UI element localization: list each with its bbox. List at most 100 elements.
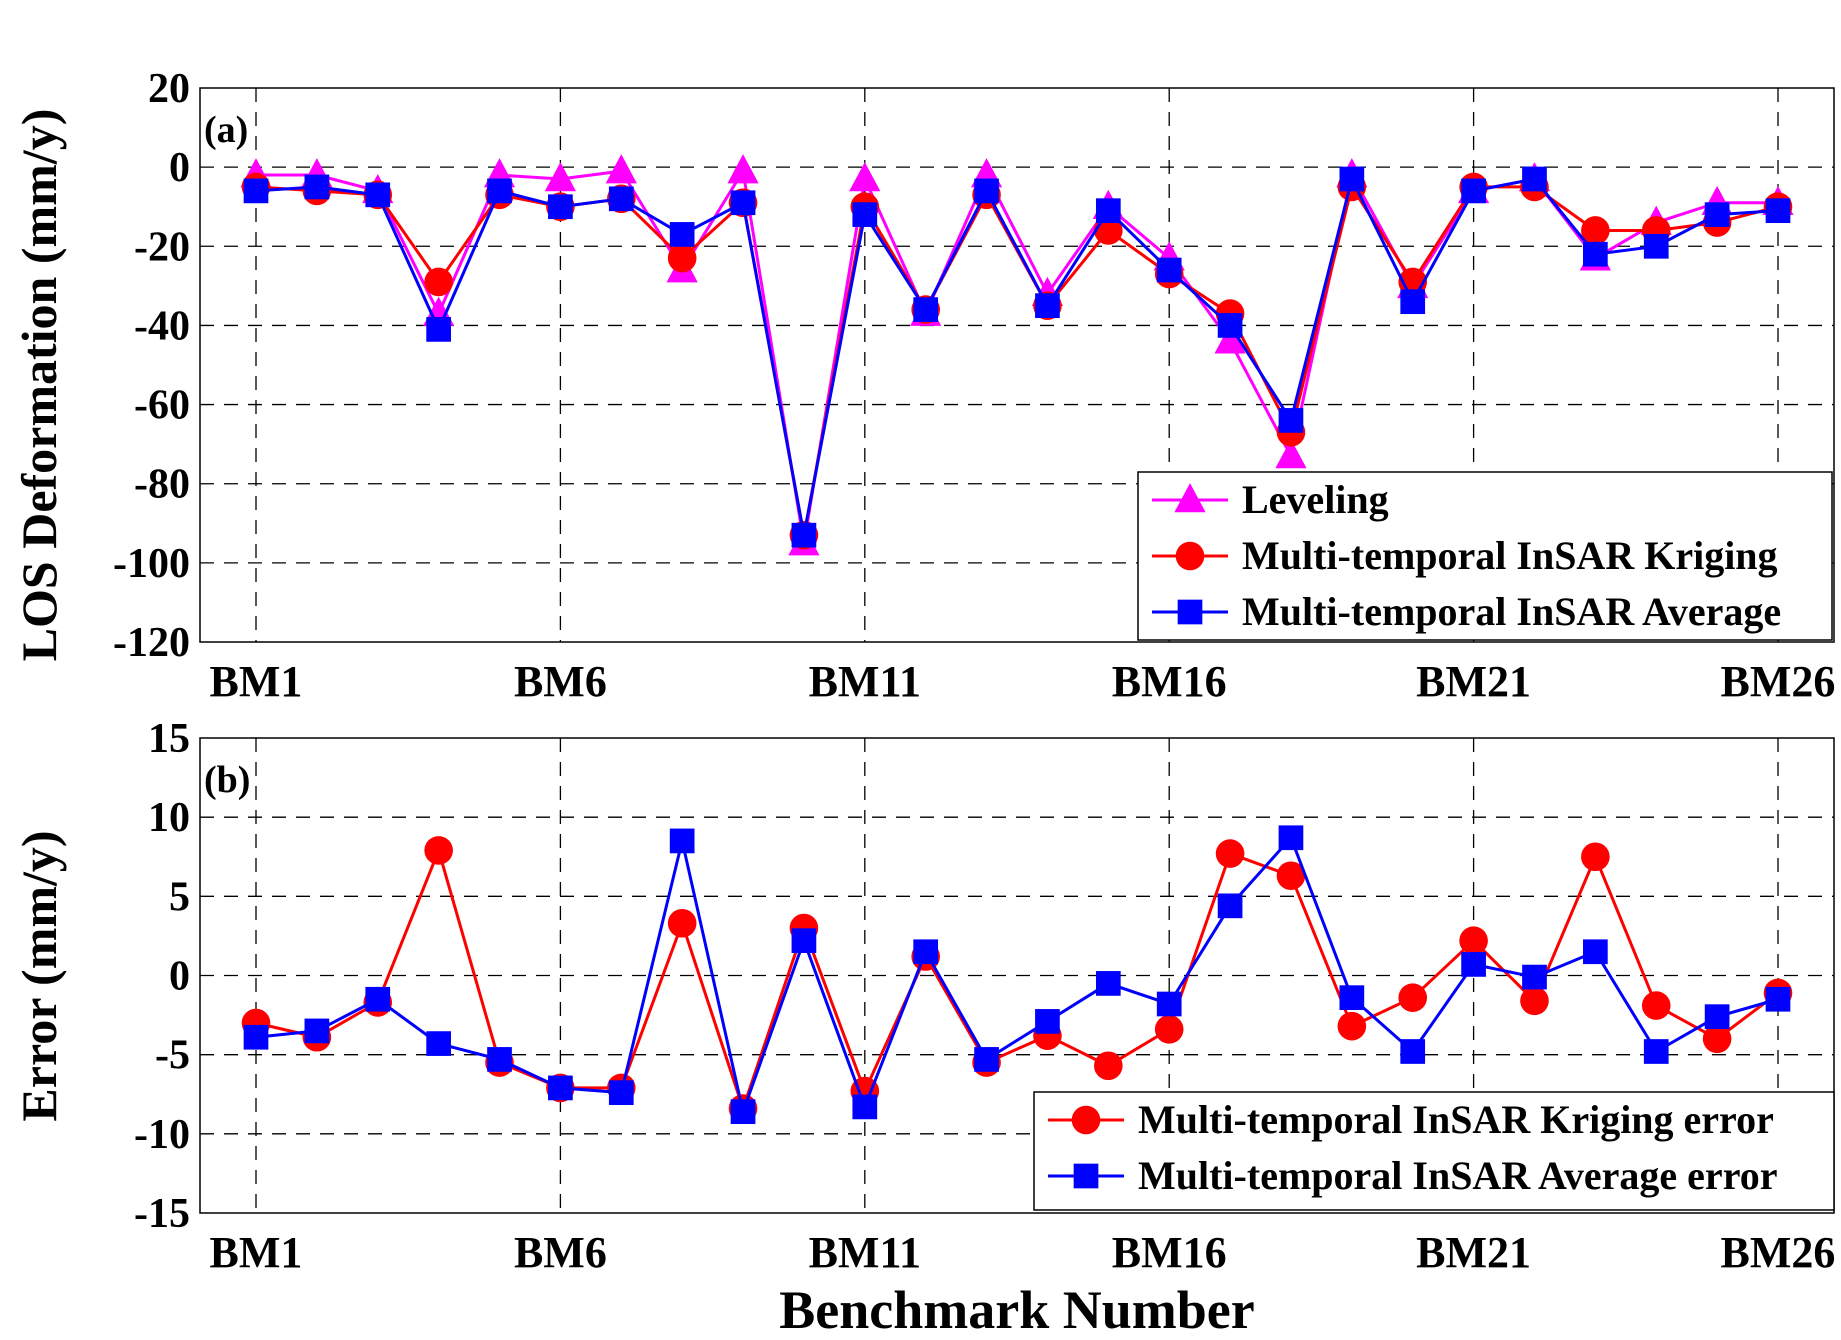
- data-point-circle: [424, 836, 453, 865]
- data-point-circle: [1520, 986, 1549, 1016]
- data-point-square: [1095, 198, 1121, 224]
- data-point-square: [1461, 178, 1486, 204]
- legend-marker-square: [1073, 1163, 1099, 1189]
- data-point-square: [1156, 257, 1182, 283]
- data-point-square: [913, 297, 939, 322]
- x-tick-label: BM6: [514, 1228, 607, 1277]
- data-point-circle: [1276, 861, 1306, 891]
- data-point-square: [1339, 166, 1365, 192]
- data-point-square: [1522, 964, 1547, 990]
- data-point-square: [1035, 1009, 1060, 1034]
- data-point-square: [1765, 198, 1791, 224]
- data-point-square: [1583, 939, 1608, 965]
- x-tick-label: BM11: [809, 1228, 921, 1277]
- data-point-circle: [667, 243, 697, 273]
- legend-entry: Multi-temporal InSAR Average: [1152, 589, 1781, 634]
- data-point-triangle: [605, 154, 637, 184]
- data-point-circle: [1094, 1051, 1123, 1081]
- legend-label: Multi-temporal InSAR Average: [1242, 589, 1781, 634]
- data-point-square: [852, 202, 878, 227]
- data-point-square: [243, 178, 269, 204]
- data-point-square: [974, 178, 999, 204]
- data-point-square: [426, 1031, 451, 1056]
- legend-marker-circle: [1175, 541, 1205, 571]
- panel-b-tick-labels: -15 -10 -5 0 5 10 15 BM1 BM6 BM11 BM16 BM21 BM26: [134, 716, 1835, 1277]
- data-point-square: [548, 1075, 573, 1101]
- panel-b-grid: [200, 738, 1834, 1213]
- data-point-square: [548, 194, 573, 220]
- data-point-square: [1704, 202, 1730, 227]
- data-point-square: [1278, 408, 1304, 433]
- panel-b: -15 -10 -5 0 5 10 15 BM1 BM6 BM11 BM16 BM21 BM26 (b)…: [11, 716, 1835, 1277]
- data-point-square: [1643, 1039, 1669, 1064]
- x-tick-label: BM1: [210, 1228, 303, 1277]
- legend-entry: Leveling: [1152, 477, 1389, 522]
- series-square-3: [243, 166, 1791, 548]
- y-tick-label: -100: [113, 541, 190, 587]
- data-point-square: [791, 928, 817, 954]
- data-point-circle: [1641, 991, 1671, 1020]
- data-point-square: [1156, 991, 1182, 1017]
- data-point-square: [852, 1094, 878, 1120]
- y-tick-label: -15: [134, 1191, 190, 1237]
- x-tick-label: BM16: [1112, 1228, 1227, 1277]
- data-point-square: [1217, 893, 1243, 919]
- data-point-square: [1095, 971, 1121, 996]
- legend-box: [1137, 471, 1833, 641]
- x-axis-label: Benchmark Number: [779, 1280, 1254, 1340]
- data-point-square: [974, 1047, 999, 1072]
- data-point-square: [1278, 825, 1304, 851]
- data-point-circle: [1398, 983, 1428, 1012]
- data-point-square: [1035, 293, 1060, 318]
- data-point-square: [1339, 985, 1365, 1011]
- data-point-circle: [1702, 1024, 1732, 1054]
- y-tick-label: 0: [169, 145, 190, 191]
- y-tick-label: -60: [134, 383, 190, 429]
- data-point-triangle: [727, 154, 759, 184]
- data-point-square: [304, 1018, 330, 1044]
- x-tick-label: BM11: [809, 657, 921, 706]
- data-point-circle: [424, 267, 453, 297]
- y-tick-label: 15: [148, 716, 190, 762]
- data-point-square: [669, 222, 695, 247]
- data-point-square: [365, 986, 391, 1012]
- data-point-square: [913, 939, 939, 965]
- legend-entry: Multi-temporal InSAR Kriging error: [1048, 1097, 1774, 1142]
- y-tick-label: -120: [113, 620, 190, 666]
- data-point-circle: [1154, 1015, 1184, 1044]
- series-circle-1: [241, 836, 1793, 1123]
- series-square-2: [243, 825, 1791, 1125]
- panel-a: -120 -100 -80 -60 -40 -20 0 20 BM1 BM6 BM11 BM16 BM2…: [11, 66, 1835, 706]
- data-point-square: [365, 182, 391, 208]
- legend-marker-square: [1177, 599, 1203, 625]
- data-point-square: [1461, 952, 1486, 977]
- panel-b-label: (b): [204, 759, 250, 801]
- data-point-square: [1643, 233, 1669, 259]
- data-point-square: [608, 1080, 634, 1106]
- y-tick-label: -80: [134, 462, 190, 508]
- data-point-triangle: [849, 162, 881, 192]
- panel-b-legend: Multi-temporal InSAR Kriging error Multi-…: [1033, 1091, 1835, 1211]
- panel-a-frame: [199, 87, 1835, 643]
- data-point-circle: [667, 908, 697, 938]
- data-point-triangle: [1214, 324, 1246, 354]
- x-tick-label: BM26: [1721, 1228, 1836, 1277]
- data-point-square: [426, 317, 451, 342]
- data-point-circle: [1581, 216, 1610, 245]
- data-point-square: [730, 190, 756, 216]
- y-tick-label: -40: [134, 303, 190, 349]
- y-tick-label: -5: [155, 1033, 190, 1079]
- y-tick-label: -20: [134, 224, 190, 270]
- data-point-square: [1400, 1039, 1426, 1064]
- series-line: [255, 845, 1779, 1114]
- data-point-square: [1765, 986, 1791, 1012]
- data-point-square: [1400, 289, 1426, 315]
- y-tick-label: 20: [148, 66, 190, 112]
- panel-a-ylabel: LOS Deformation (mm/y): [11, 109, 67, 662]
- legend-box: [1033, 1091, 1835, 1211]
- data-point-triangle: [1275, 439, 1307, 469]
- x-tick-label: BM1: [210, 657, 303, 706]
- legend-label: Multi-temporal InSAR Kriging error: [1138, 1097, 1774, 1142]
- legend-label: Multi-temporal InSAR Kriging: [1242, 533, 1778, 578]
